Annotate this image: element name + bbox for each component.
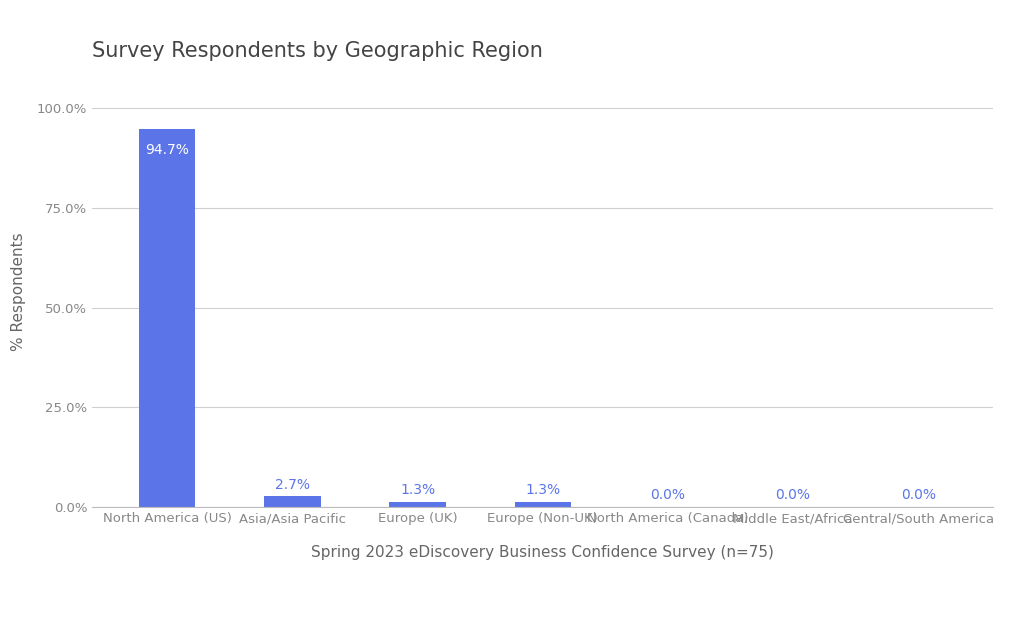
Bar — [389, 502, 445, 507]
Text: 0.0%: 0.0% — [650, 488, 685, 502]
Text: 0.0%: 0.0% — [775, 488, 811, 502]
Text: 94.7%: 94.7% — [145, 143, 189, 157]
Text: 0.0%: 0.0% — [901, 488, 936, 502]
Bar — [139, 129, 196, 507]
Bar — [264, 496, 321, 507]
Y-axis label: % Respondents: % Respondents — [11, 232, 26, 351]
X-axis label: Spring 2023 eDiscovery Business Confidence Survey (n=75): Spring 2023 eDiscovery Business Confiden… — [311, 545, 774, 560]
Text: Survey Respondents by Geographic Region: Survey Respondents by Geographic Region — [92, 41, 543, 61]
Text: 1.3%: 1.3% — [525, 483, 560, 497]
Text: 2.7%: 2.7% — [274, 477, 310, 491]
Text: 1.3%: 1.3% — [400, 483, 435, 497]
Bar — [514, 502, 571, 507]
